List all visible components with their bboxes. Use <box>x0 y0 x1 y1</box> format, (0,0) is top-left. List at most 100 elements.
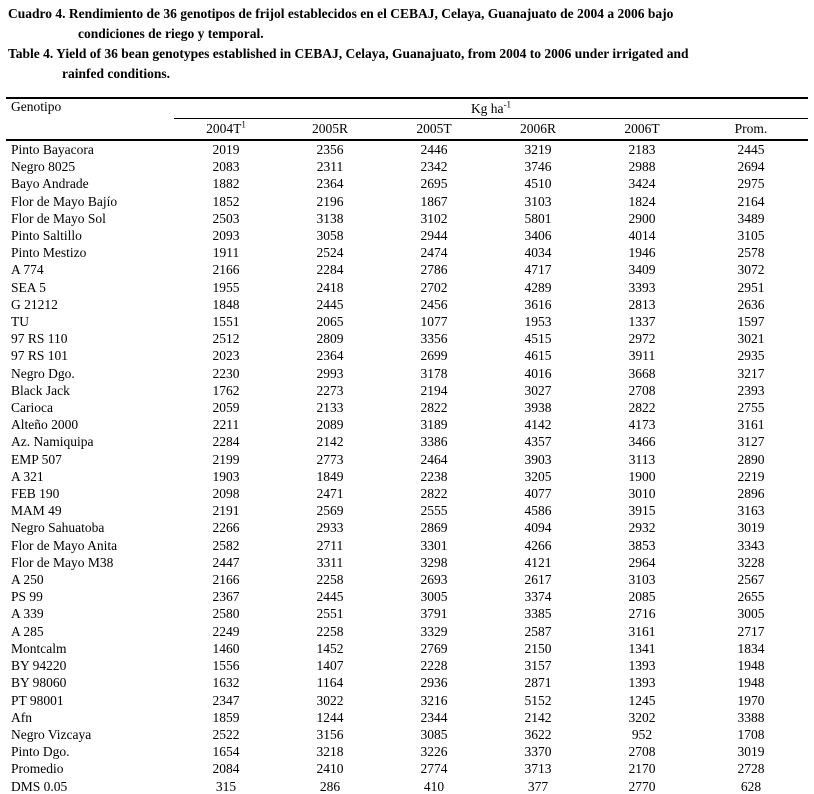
value-cell: 2194 <box>420 382 448 398</box>
value-cell: 1834 <box>737 640 765 656</box>
value-cell: 2708 <box>628 382 656 398</box>
value-cell: 3163 <box>737 503 765 519</box>
genotype-cell: Montcalm <box>11 640 67 656</box>
genotype-cell: Negro Vizcaya <box>11 726 92 742</box>
table-body: Pinto Bayacora 2019 2356 2446 3219 2183 2445 Ne… <box>6 140 808 794</box>
value-cell: 2446 <box>420 142 448 157</box>
genotype-cell: Pinto Saltillo <box>11 228 82 244</box>
value-cell: 2503 <box>212 210 240 226</box>
value-cell: 3105 <box>737 228 765 244</box>
value-cell: 2580 <box>212 606 240 622</box>
table-row: BY 98060 1632 1164 2936 2871 1393 1948 <box>6 674 808 691</box>
value-cell: 3388 <box>737 709 765 725</box>
genotype-cell: A 321 <box>11 468 44 484</box>
value-cell: 3216 <box>420 692 448 708</box>
value-cell: 3226 <box>420 744 448 760</box>
value-cell: 952 <box>631 726 653 742</box>
table-row: TU 1551 2065 1077 1953 1337 1597 <box>6 313 808 330</box>
value-cell: 2347 <box>212 692 240 708</box>
genotype-cell: Black Jack <box>11 382 70 398</box>
table-row: Alteño 2000 2211 2089 3189 4142 4173 3161 <box>6 416 808 433</box>
value-cell: 2822 <box>420 486 448 502</box>
genotype-cell: 97 RS 101 <box>11 348 69 364</box>
value-cell: 2059 <box>212 400 240 416</box>
value-cell: 2951 <box>737 279 765 295</box>
value-cell: 2191 <box>212 503 240 519</box>
value-cell: 4121 <box>524 554 552 570</box>
value-cell: 3393 <box>628 279 656 295</box>
value-cell: 3005 <box>420 589 448 605</box>
value-cell: 2083 <box>212 159 240 175</box>
value-cell: 2311 <box>316 159 344 175</box>
value-cell: 1393 <box>628 658 656 674</box>
value-cell: 3019 <box>737 520 765 536</box>
genotype-cell: PS 99 <box>11 589 43 605</box>
table-row: PS 99 2367 2445 3005 3374 2085 2655 <box>6 588 808 605</box>
value-cell: 3311 <box>316 554 344 570</box>
value-cell: 2133 <box>316 400 344 416</box>
value-cell: 2944 <box>420 228 448 244</box>
value-cell: 2711 <box>316 537 344 553</box>
column-header: 2004T1 <box>174 118 278 141</box>
value-cell: 3178 <box>420 365 448 381</box>
column-header: 2005R <box>278 118 382 141</box>
value-cell: 2932 <box>628 520 656 536</box>
value-cell: 2085 <box>628 589 656 605</box>
table-row: A 321 1903 1849 2238 3205 1900 2219 <box>6 468 808 485</box>
value-cell: 1911 <box>212 245 240 261</box>
value-cell: 1337 <box>628 314 656 330</box>
table-row: Pinto Dgo. 1654 3218 3226 3370 2708 3019 <box>6 743 808 760</box>
value-cell: 2822 <box>628 400 656 416</box>
value-cell: 3103 <box>628 572 656 588</box>
value-cell: 2869 <box>420 520 448 536</box>
value-cell: 3406 <box>524 228 552 244</box>
value-cell: 1948 <box>737 675 765 691</box>
value-cell: 1708 <box>737 726 765 742</box>
table-row: A 285 2249 2258 3329 2587 3161 2717 <box>6 623 808 640</box>
value-cell: 1551 <box>212 314 240 330</box>
table-row: A 339 2580 2551 3791 3385 2716 3005 <box>6 605 808 622</box>
value-cell: 4034 <box>524 245 552 261</box>
value-cell: 2555 <box>420 503 448 519</box>
table-row: Black Jack 1762 2273 2194 3027 2708 2393 <box>6 382 808 399</box>
value-cell: 2266 <box>212 520 240 536</box>
value-cell: 3489 <box>737 210 765 226</box>
value-cell: 3329 <box>420 623 448 639</box>
value-cell: 4586 <box>524 503 552 519</box>
value-cell: 2166 <box>212 262 240 278</box>
table-row: Negro Vizcaya 2522 3156 3085 3622 952 1708 <box>6 726 808 743</box>
value-cell: 1852 <box>212 193 240 209</box>
value-cell: 3228 <box>737 554 765 570</box>
value-cell: 1244 <box>316 709 344 725</box>
value-cell: 3370 <box>524 744 552 760</box>
genotype-cell: BY 98060 <box>11 675 67 691</box>
genotype-cell: A 285 <box>11 623 44 639</box>
caption-spanish-line2: condiciones de riego y temporal. <box>78 26 264 41</box>
value-cell: 3058 <box>316 228 344 244</box>
value-cell: 2933 <box>316 520 344 536</box>
value-cell: 3386 <box>420 434 448 450</box>
value-cell: 2809 <box>316 331 344 347</box>
value-cell: 2019 <box>212 142 240 157</box>
value-cell: 2524 <box>316 245 344 261</box>
value-cell: 3301 <box>420 537 448 553</box>
value-cell: 2166 <box>212 572 240 588</box>
value-cell: 2617 <box>524 572 552 588</box>
table-row: Flor de Mayo M38 2447 3311 3298 4121 2964 3228 <box>6 554 808 571</box>
table-row: Negro Dgo. 2230 2993 3178 4016 3668 3217 <box>6 365 808 382</box>
genotype-cell: Negro Dgo. <box>11 365 75 381</box>
value-cell: 2716 <box>628 606 656 622</box>
value-cell: 1077 <box>420 314 448 330</box>
value-cell: 1882 <box>212 176 240 192</box>
value-cell: 3021 <box>737 331 765 347</box>
genotype-cell: Bayo Andrade <box>11 176 89 192</box>
value-cell: 1903 <box>212 468 240 484</box>
value-cell: 3189 <box>420 417 448 433</box>
value-cell: 4094 <box>524 520 552 536</box>
value-cell: 3127 <box>737 434 765 450</box>
value-cell: 2084 <box>212 761 240 777</box>
table-row: Negro 8025 2083 2311 2342 3746 2988 2694 <box>6 158 808 175</box>
spanner-row: Genotipo Kg ha-1 <box>6 98 808 141</box>
value-cell: 2569 <box>316 503 344 519</box>
